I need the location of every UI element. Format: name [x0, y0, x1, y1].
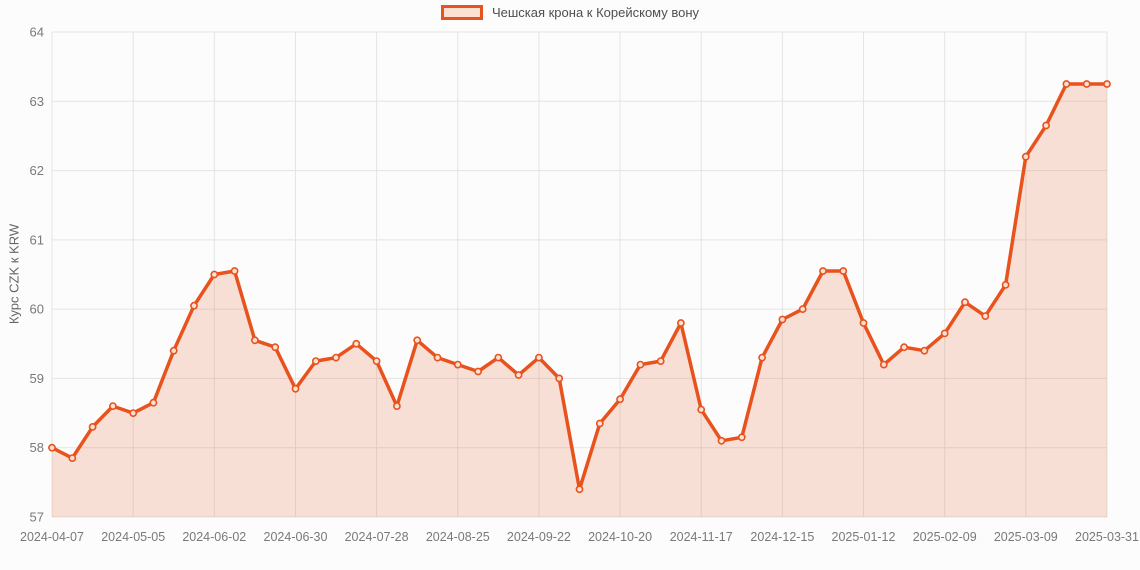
data-point[interactable] [900, 343, 908, 352]
data-point[interactable] [636, 360, 645, 369]
data-point[interactable] [514, 371, 523, 379]
data-point[interactable] [879, 360, 888, 369]
x-tick-label: 2025-03-31 [1075, 530, 1139, 544]
data-point[interactable] [737, 433, 746, 442]
data-point[interactable] [332, 353, 340, 362]
data-point[interactable] [291, 384, 300, 393]
legend-item-czk-krw[interactable]: Чешская крона к Корейскому вону [440, 5, 700, 20]
data-point[interactable] [981, 312, 990, 320]
data-point[interactable] [616, 395, 624, 404]
data-point[interactable] [372, 357, 381, 365]
x-tick-label: 2024-09-22 [507, 530, 571, 544]
data-point[interactable] [190, 301, 198, 310]
data-point[interactable] [392, 402, 401, 410]
data-point[interactable] [48, 443, 56, 452]
data-point[interactable] [656, 357, 665, 365]
data-point[interactable] [1062, 80, 1071, 88]
data-point[interactable] [494, 353, 503, 362]
x-tick-label: 2025-03-09 [994, 530, 1058, 544]
y-tick-label: 62 [30, 163, 44, 178]
data-point[interactable] [68, 454, 77, 462]
series-markers [48, 80, 1111, 494]
data-point[interactable] [311, 357, 320, 365]
legend: Чешская крона к Корейскому вону [0, 5, 1140, 20]
data-point[interactable] [352, 339, 361, 348]
data-point[interactable] [210, 270, 219, 279]
y-axis-labels: 57 58 59 60 61 62 63 64 [30, 25, 44, 525]
x-axis-labels: 2024-04-07 2024-05-05 2024-06-02 2024-06-30… [20, 530, 1139, 544]
data-point[interactable] [595, 419, 604, 428]
data-point[interactable] [839, 267, 848, 275]
y-tick-label: 59 [30, 371, 44, 386]
data-point[interactable] [1021, 152, 1030, 161]
data-point[interactable] [169, 346, 178, 355]
data-point[interactable] [149, 398, 158, 407]
gridlines [51, 31, 1108, 518]
data-point[interactable] [677, 319, 685, 327]
data-point[interactable] [1001, 280, 1010, 289]
data-point[interactable] [250, 336, 259, 345]
x-tick-label: 2024-08-25 [426, 530, 490, 544]
data-point[interactable] [271, 343, 280, 352]
data-point[interactable] [575, 485, 584, 494]
data-point[interactable] [129, 409, 138, 417]
x-tick-label: 2025-02-09 [913, 530, 977, 544]
y-tick-label: 61 [30, 232, 44, 247]
data-point[interactable] [433, 353, 442, 362]
legend-label: Чешская крона к Корейскому вону [491, 5, 700, 20]
data-point[interactable] [717, 436, 726, 445]
data-point[interactable] [940, 329, 949, 338]
data-point[interactable] [474, 367, 482, 376]
data-point[interactable] [1103, 80, 1111, 88]
data-point[interactable] [920, 346, 929, 355]
data-point[interactable] [1042, 121, 1050, 130]
x-tick-label: 2024-06-30 [264, 530, 328, 544]
data-point[interactable] [758, 353, 766, 362]
data-point[interactable] [413, 336, 422, 345]
data-point[interactable] [859, 319, 868, 327]
x-tick-label: 2024-06-02 [182, 530, 246, 544]
y-tick-label: 64 [30, 25, 44, 40]
legend-swatch [440, 5, 483, 20]
x-tick-label: 2024-11-17 [670, 530, 733, 544]
data-point[interactable] [555, 374, 564, 383]
y-tick-label: 57 [30, 510, 44, 525]
data-point[interactable] [778, 315, 787, 324]
y-tick-label: 60 [30, 302, 44, 317]
x-tick-label: 2025-01-12 [832, 530, 896, 544]
x-tick-label: 2024-04-07 [20, 530, 84, 544]
data-point[interactable] [453, 360, 462, 369]
data-point[interactable] [535, 353, 543, 362]
data-point[interactable] [697, 405, 706, 414]
y-tick-label: 63 [30, 94, 44, 109]
data-point[interactable] [230, 267, 239, 275]
data-point[interactable] [88, 422, 97, 431]
data-point[interactable] [819, 267, 827, 275]
data-point[interactable] [798, 305, 807, 313]
y-tick-label: 58 [30, 440, 44, 455]
x-tick-label: 2024-10-20 [588, 530, 652, 544]
data-point[interactable] [109, 402, 117, 410]
data-point[interactable] [1082, 80, 1091, 88]
series-area [52, 84, 1107, 517]
data-point[interactable] [961, 298, 969, 307]
x-tick-label: 2024-07-28 [345, 530, 409, 544]
x-tick-label: 2024-12-15 [750, 530, 814, 544]
x-tick-label: 2024-05-05 [101, 530, 165, 544]
